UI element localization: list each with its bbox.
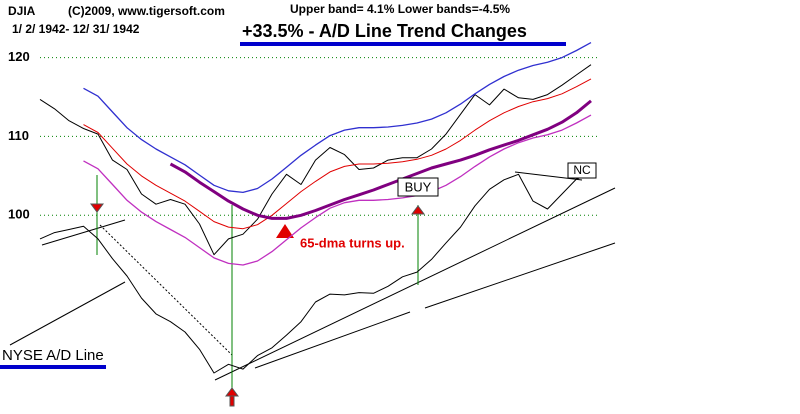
series-label: NYSE A/D Line (2, 347, 104, 364)
subtitle: Upper band= 4.1% Lower bands=-4.5% (290, 2, 510, 16)
trend-lines (9, 171, 616, 381)
series-line (39, 64, 592, 256)
y-tick-label: 100 (8, 207, 30, 222)
series-line (39, 173, 592, 374)
dma-marker (276, 224, 294, 238)
series-line (83, 42, 592, 194)
label-underline (0, 365, 106, 369)
trend-line (214, 187, 616, 381)
chart-title: +33.5% - A/D Line Trend Changes (242, 21, 527, 41)
series-label: DJIA (8, 4, 36, 18)
annotation: BUY (405, 179, 432, 194)
buy-box (397, 177, 439, 197)
pointer-line (9, 281, 126, 346)
signal-arrows (90, 203, 425, 407)
series (39, 42, 592, 374)
trend-line (254, 311, 411, 369)
annotation: NC (573, 163, 591, 177)
trend-line (99, 224, 233, 356)
series-line (169, 99, 592, 220)
signals (96, 175, 419, 400)
buy-arrow (411, 205, 425, 215)
series-line (83, 114, 592, 266)
annotation: 65-dma turns up. (300, 235, 405, 250)
sell-arrow (90, 203, 104, 213)
title-underline (240, 42, 566, 46)
nc-box (567, 162, 597, 179)
buy-arrow (225, 387, 239, 407)
y-tick-label: 110 (8, 128, 29, 143)
trend-line (41, 219, 126, 246)
y-tick-label: 120 (8, 49, 30, 64)
source: (C)2009, www.tigersoft.com (68, 4, 225, 18)
pointer-line (514, 171, 583, 181)
date-range: 1/ 2/ 1942- 12/ 31/ 1942 (12, 22, 140, 36)
trend-line (424, 242, 616, 309)
series-line (83, 78, 592, 230)
